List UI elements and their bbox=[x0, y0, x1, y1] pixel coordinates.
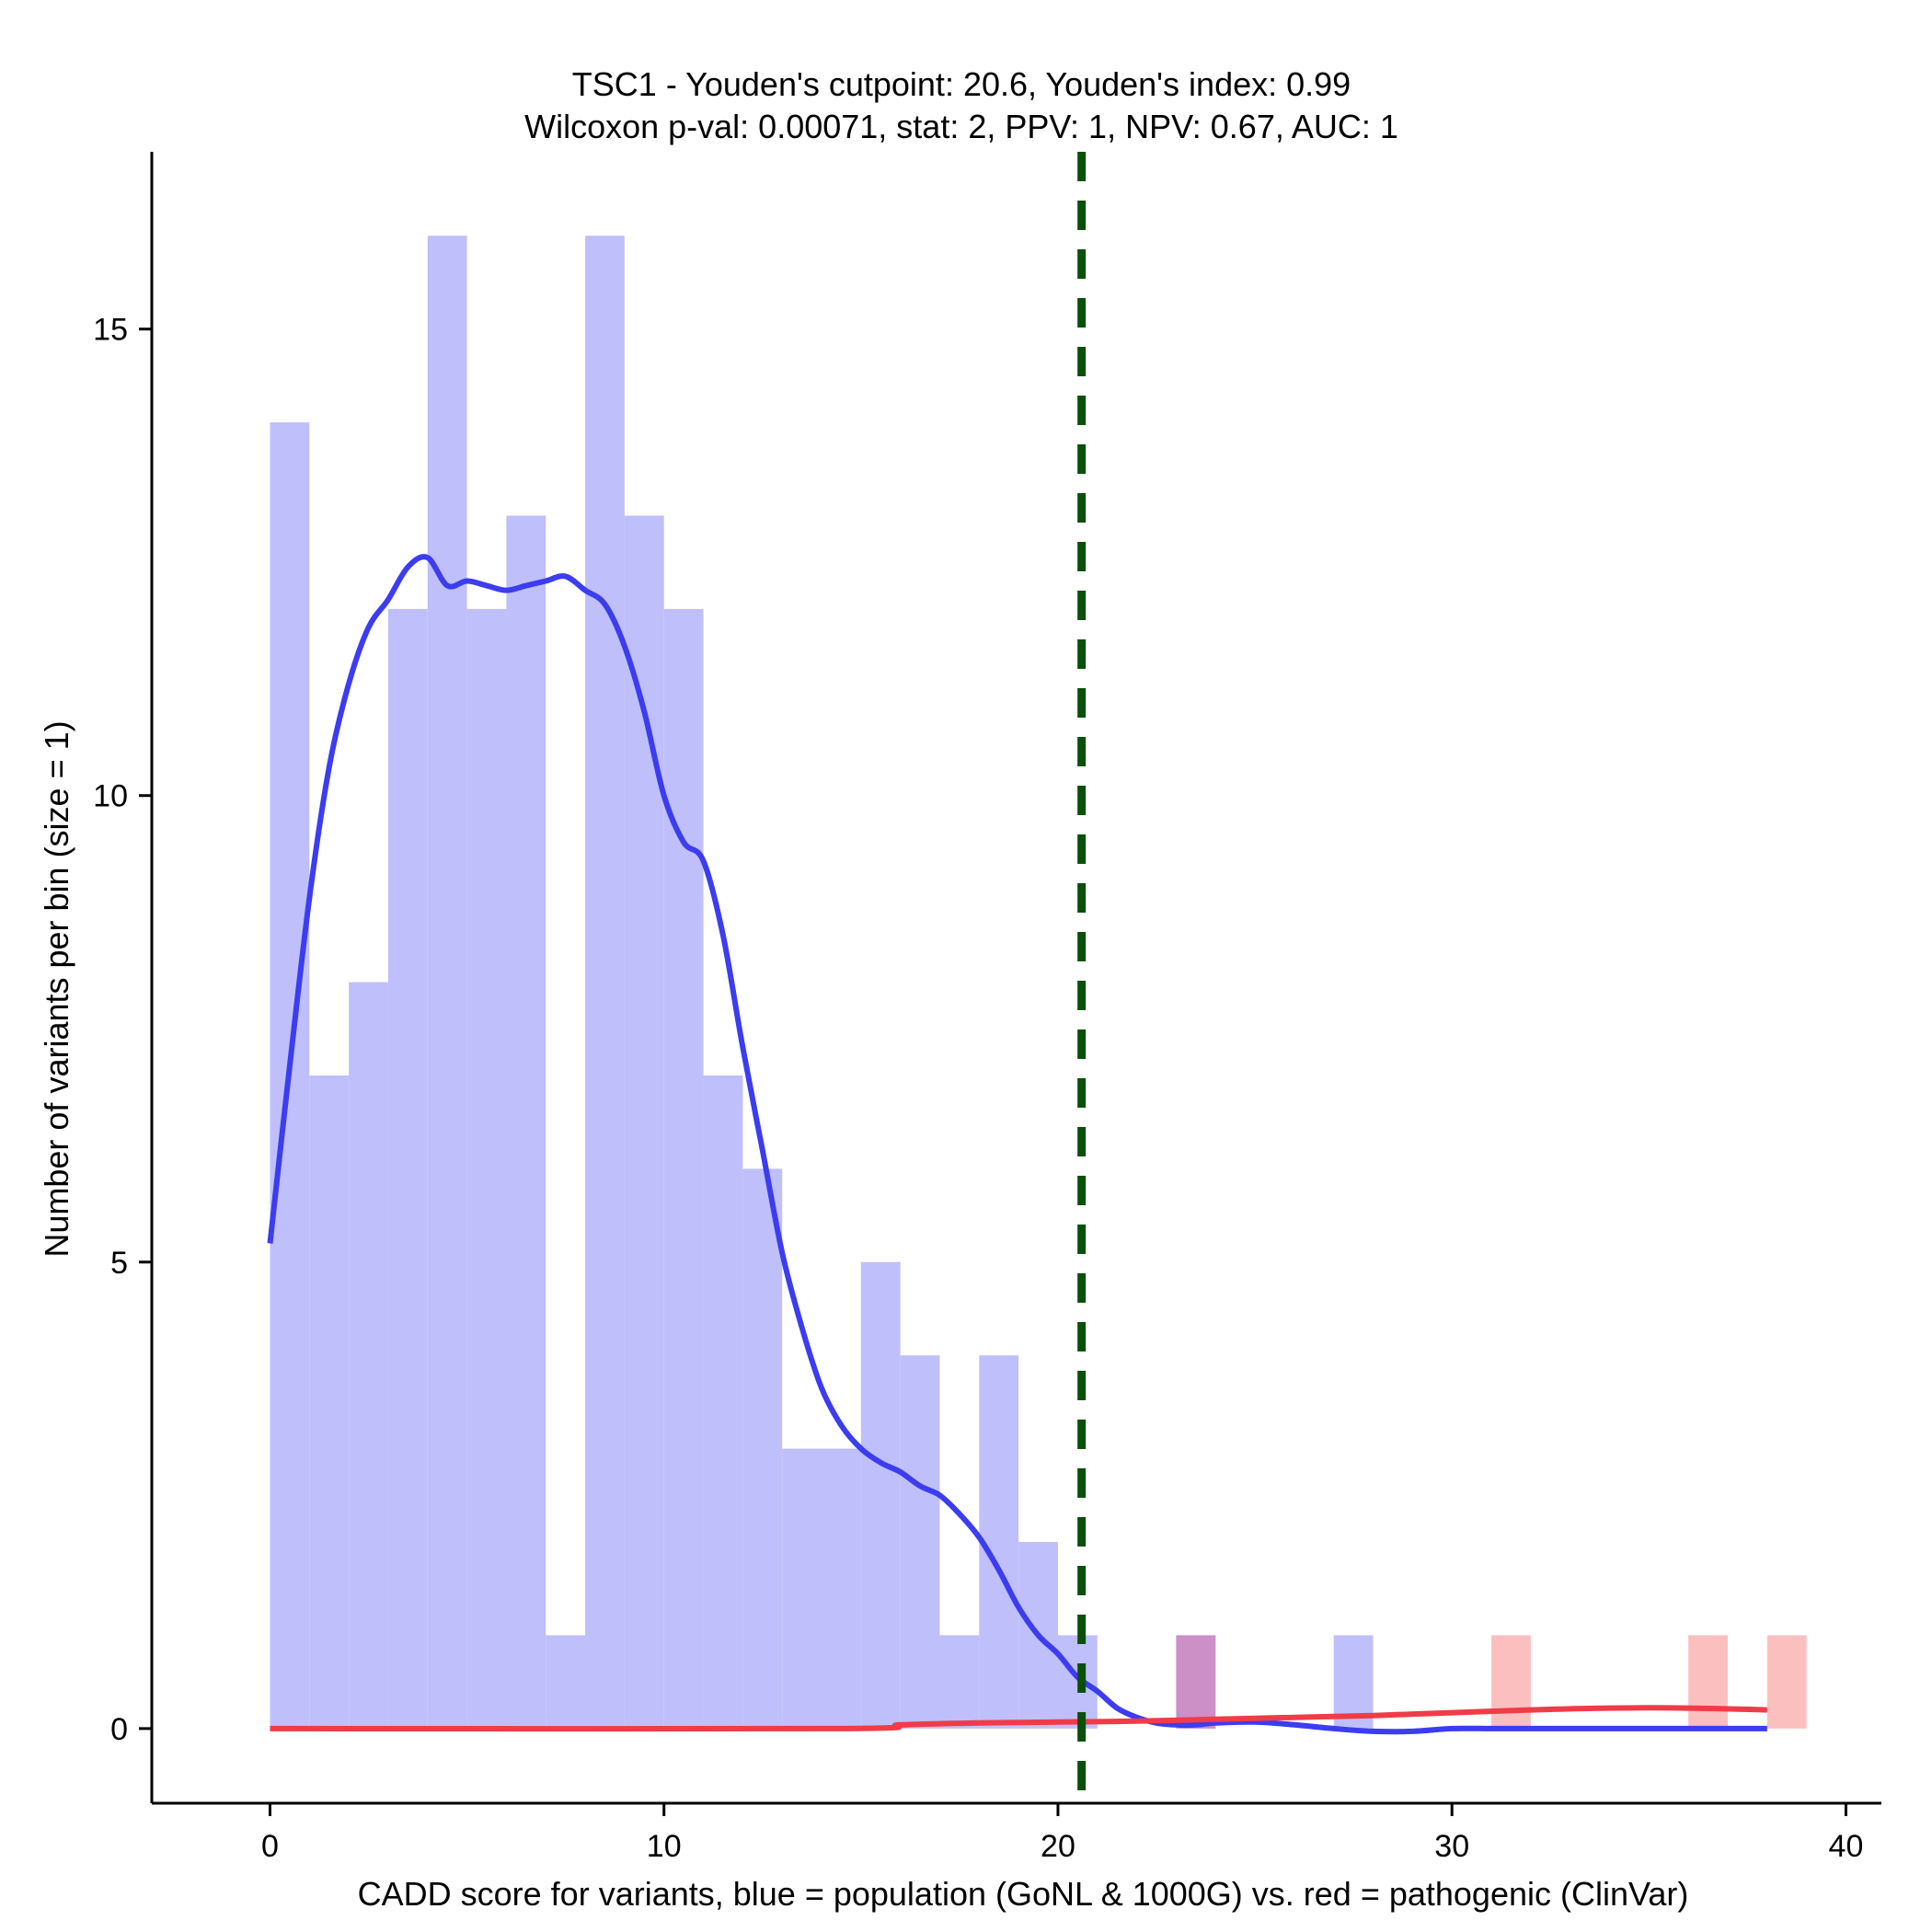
x-tick-label-10: 10 bbox=[647, 1829, 682, 1864]
x-tick-label-30: 30 bbox=[1434, 1829, 1469, 1864]
x-axis-label: CADD score for variants, blue = populati… bbox=[358, 1875, 1689, 1913]
pathogenic-bar-38 bbox=[1766, 1635, 1807, 1729]
population-bar-9 bbox=[624, 515, 664, 1729]
pathogenic-bar-31 bbox=[1491, 1635, 1531, 1729]
population-bar-3 bbox=[387, 608, 428, 1729]
axes: 0 10 20 30 40 0 5 10 15 bbox=[93, 152, 1881, 1864]
chart-title-line2: Wilcoxon p-val: 0.00071, stat: 2, PPV: 1… bbox=[524, 108, 1398, 145]
population-bar-6 bbox=[506, 515, 546, 1729]
y-axis-label: Number of variants per bin (size = 1) bbox=[38, 720, 75, 1257]
pathogenic-density-line bbox=[270, 1705, 1767, 1732]
population-bar-4 bbox=[427, 236, 467, 1729]
population-bar-11 bbox=[703, 1075, 743, 1729]
pathogenic-bar-36 bbox=[1688, 1635, 1728, 1729]
population-density-line bbox=[267, 554, 1767, 1735]
y-tick-label-10: 10 bbox=[93, 779, 128, 814]
population-bar-7 bbox=[546, 1635, 586, 1729]
histogram-bars bbox=[270, 236, 1807, 1729]
population-bar-5 bbox=[466, 608, 507, 1729]
y-tick-label-15: 15 bbox=[93, 313, 128, 348]
population-bar-13 bbox=[782, 1448, 822, 1729]
overlap-bars bbox=[1176, 1635, 1216, 1729]
population-bar-18 bbox=[979, 1355, 1019, 1729]
x-tick-label-0: 0 bbox=[261, 1829, 279, 1864]
density-curves bbox=[267, 554, 1767, 1735]
population-bar-15 bbox=[860, 1261, 901, 1729]
population-bar-12 bbox=[742, 1168, 783, 1729]
x-tick-label-20: 20 bbox=[1041, 1829, 1075, 1864]
population-bar-1 bbox=[309, 1075, 350, 1729]
population-bar-14 bbox=[822, 1448, 861, 1729]
population-bar-17 bbox=[939, 1635, 980, 1729]
x-tick-label-40: 40 bbox=[1829, 1829, 1864, 1864]
population-bar-16 bbox=[900, 1355, 940, 1729]
y-tick-label-5: 5 bbox=[110, 1246, 128, 1281]
population-bar-10 bbox=[663, 608, 704, 1729]
y-tick-label-0: 0 bbox=[110, 1712, 128, 1747]
population-bar-8 bbox=[585, 236, 625, 1729]
chart-title-line1: TSC1 - Youden's cutpoint: 20.6, Youden's… bbox=[572, 65, 1351, 103]
overlap-bar-23 bbox=[1176, 1635, 1216, 1729]
population-bar-2 bbox=[349, 982, 388, 1729]
